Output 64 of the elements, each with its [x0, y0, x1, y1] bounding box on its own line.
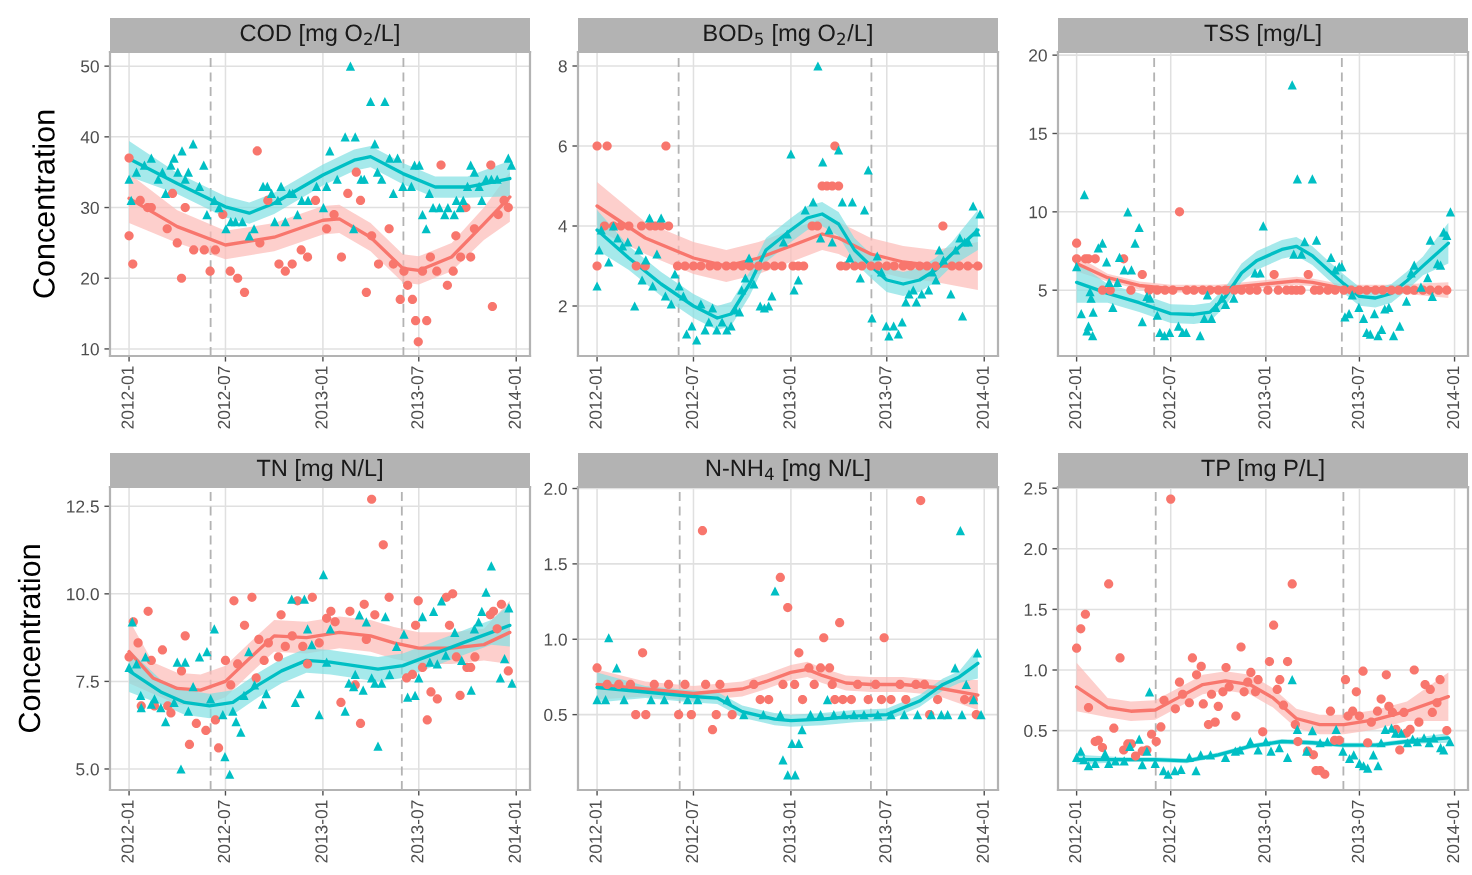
x-tick-label: 2012-01	[589, 366, 602, 429]
y-axis-title: Concentration	[32, 110, 55, 298]
x-tick-label: 2013-01	[315, 800, 328, 863]
y-tick-label: 10	[81, 343, 99, 356]
y-tick-label: 1.5	[1024, 603, 1047, 616]
x-tick-label: 2013-07	[1351, 366, 1365, 429]
y-tick-label: 0.5	[544, 708, 567, 722]
y-tick-label: 2.0	[1024, 542, 1047, 556]
y-tick-label: 50	[80, 60, 99, 73]
y-tick-label: 20	[81, 272, 99, 285]
x-tick-label: 2014-01	[508, 366, 521, 429]
x-tick-label: 2012-01	[121, 366, 134, 429]
chart-title: N-NH$_{4}$ [mg N/L]	[706, 458, 870, 481]
y-tick-label: 1.0	[544, 633, 567, 646]
y-tick-label: 8	[558, 60, 567, 73]
x-tick-label: 2013-01	[1258, 366, 1271, 429]
y-tick-label: 20	[1029, 49, 1047, 62]
x-tick-label: 2014-01	[1446, 366, 1460, 429]
x-tick-label: 2012-01	[121, 800, 134, 863]
x-tick-label: 2014-01	[976, 800, 989, 863]
y-tick-label: 6	[558, 140, 567, 153]
x-tick-label: 2013-07	[1351, 800, 1365, 863]
y-tick-label: 0.5	[1024, 724, 1047, 738]
y-axis-title: Concentration	[17, 545, 41, 733]
y-tick-label: 1.0	[1024, 664, 1047, 677]
x-tick-label: 2013-07	[879, 366, 892, 429]
x-tick-label: 2012-01	[1068, 366, 1082, 429]
y-tick-label: 2.5	[1024, 482, 1047, 495]
x-tick-label: 2013-07	[411, 366, 424, 429]
x-tick-label: 2013-07	[411, 800, 424, 863]
x-tick-label: 2013-07	[879, 800, 892, 863]
y-tick-label: 2.0	[544, 482, 567, 495]
x-tick-label: 2013-01	[1258, 800, 1271, 863]
y-tick-label: 1.5	[544, 558, 567, 571]
chart-title: COD [mg O$_{2}$/L]	[240, 23, 399, 46]
x-tick-label: 2012-01	[1068, 800, 1082, 863]
y-tick-label: 5	[1038, 284, 1047, 297]
x-tick-label: 2013-01	[783, 366, 796, 429]
x-tick-label: 2014-01	[508, 800, 521, 863]
y-tick-label: 2	[558, 300, 567, 313]
chart-title: TN [mg N/L]	[256, 458, 382, 481]
y-tick-label: 10.0	[67, 588, 99, 601]
y-tick-label: 7.5	[76, 675, 99, 688]
chart-title: TSS [mg/L]	[1204, 24, 1321, 46]
y-tick-label: 4	[558, 220, 568, 233]
x-tick-label: 2012-01	[589, 800, 602, 863]
x-tick-label: 2012-07	[685, 366, 699, 429]
y-tick-label: 15	[1029, 127, 1047, 140]
y-tick-label: 10	[1029, 206, 1047, 219]
chart-title: BOD$_{5}$ [mg O$_{2}$/L]	[704, 23, 872, 46]
y-tick-label: 5.0	[76, 763, 99, 776]
y-tick-label: 40	[80, 131, 99, 144]
x-tick-label: 2012-07	[217, 366, 231, 429]
x-tick-label: 2013-01	[783, 800, 796, 863]
x-tick-label: 2012-07	[1163, 366, 1176, 429]
x-tick-label: 2014-01	[1446, 800, 1460, 863]
x-tick-label: 2012-07	[685, 800, 699, 863]
x-tick-label: 2013-01	[315, 366, 328, 429]
x-tick-label: 2014-01	[976, 366, 989, 429]
chart-title: TP [mg P/L]	[1201, 458, 1324, 481]
x-tick-label: 2012-07	[1163, 800, 1176, 863]
y-tick-label: 12.5	[67, 500, 99, 513]
x-tick-label: 2012-07	[217, 800, 231, 863]
y-tick-label: 30	[80, 201, 99, 214]
